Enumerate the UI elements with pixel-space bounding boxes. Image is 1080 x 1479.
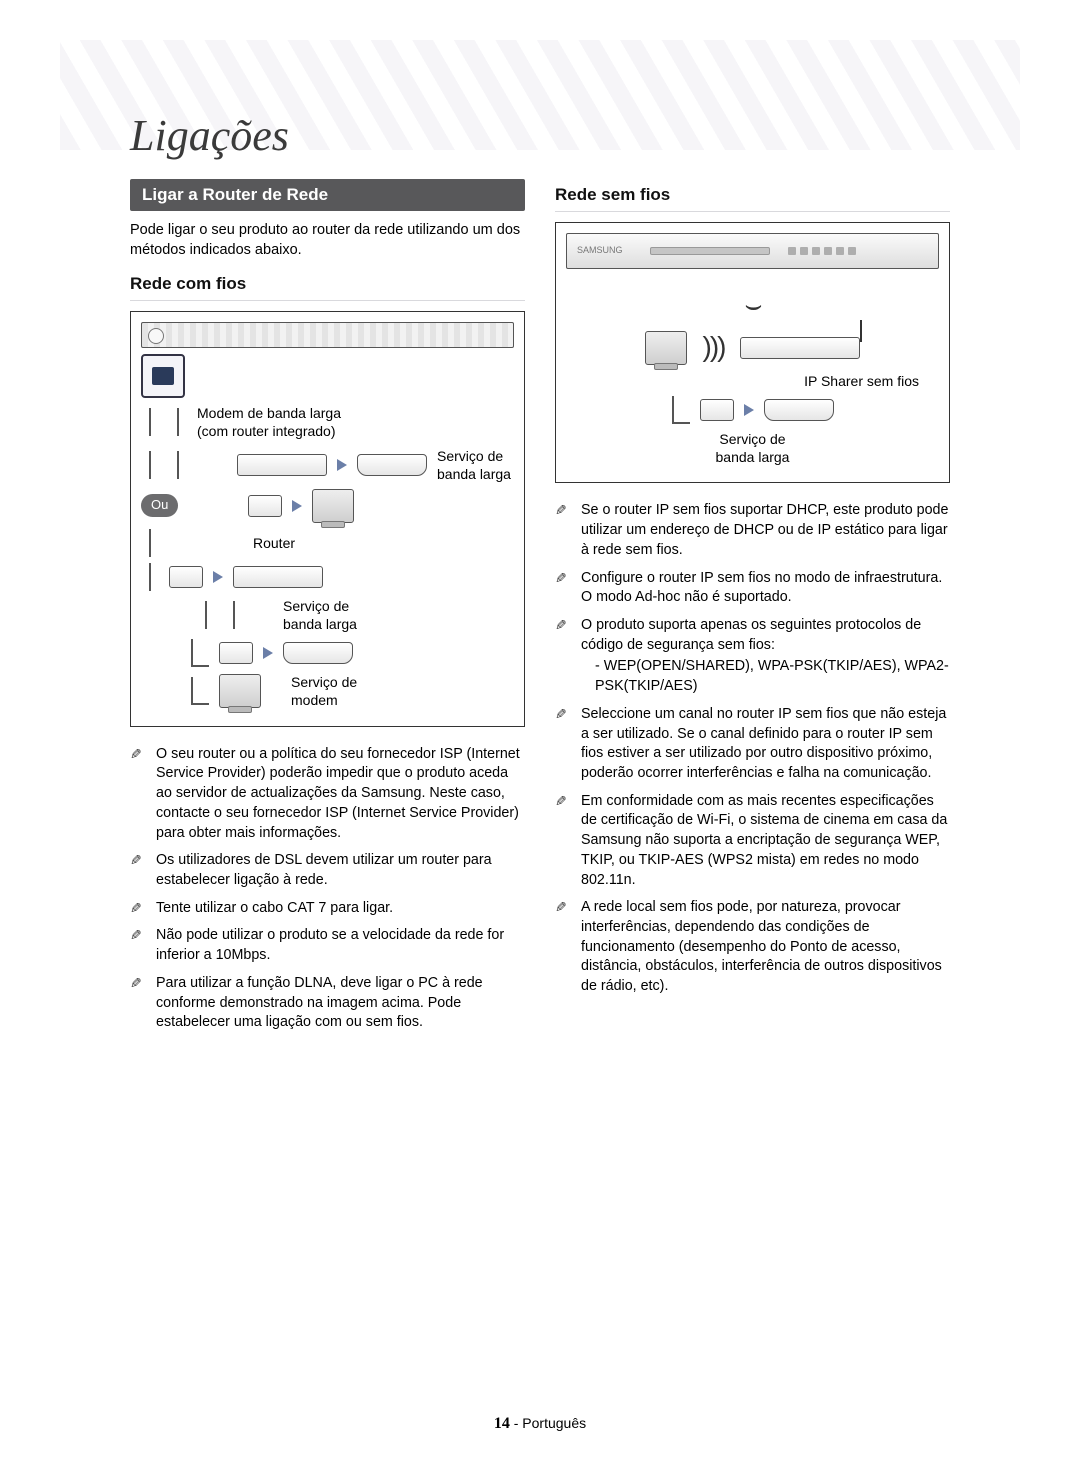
wan-modem-icon (357, 454, 427, 476)
rule (130, 300, 525, 301)
wireless-ap-icon (740, 337, 860, 359)
note-text: O produto suporta apenas os seguintes pr… (581, 617, 921, 653)
note-item: Se o router IP sem fios suportar DHCP, e… (555, 501, 950, 560)
ip-sharer-label: IP Sharer sem fios (804, 372, 919, 390)
computer-icon (312, 489, 354, 523)
cable-line (149, 563, 151, 591)
wired-subhead: Rede com fios (130, 274, 525, 294)
intro-text: Pode ligar o seu produto ao router da re… (130, 221, 525, 260)
note-item: Configure o router IP sem fios no modo d… (555, 569, 950, 608)
service-label: Serviço de banda larga (437, 447, 511, 483)
connector-icon (169, 566, 203, 588)
chapter-title: Ligações (70, 110, 1010, 161)
wireless-subhead: Rede sem fios (555, 185, 950, 205)
router-label: Router (253, 534, 295, 552)
computer-icon (219, 674, 261, 708)
note-item: Em conformidade com as mais recentes esp… (555, 792, 950, 891)
page-number: 14 (494, 1415, 510, 1432)
note-item: Os utilizadores de DSL devem utilizar um… (130, 851, 525, 890)
cable-line (205, 601, 207, 629)
signal-icon: ))) (703, 329, 725, 365)
note-item: Não pode utilizar o produto se a velocid… (130, 926, 525, 965)
cable-line (149, 529, 151, 557)
note-item: Tente utilizar o cabo CAT 7 para ligar. (130, 899, 525, 919)
modem-router-icon (237, 454, 327, 476)
modem-service-label: Serviço de modem (291, 673, 357, 709)
router-icon (233, 566, 323, 588)
arrow-icon (263, 647, 273, 659)
service-label: Serviço de banda larga (716, 430, 790, 466)
arrow-icon (337, 459, 347, 471)
page-footer: 14 - Português (0, 1415, 1080, 1433)
rule (555, 211, 950, 212)
cable-line (177, 451, 179, 479)
two-column-layout: Ligar a Router de Rede Pode ligar o seu … (70, 179, 1010, 1041)
or-pill: Ou (141, 494, 178, 517)
device-back-panel-icon (141, 322, 514, 348)
wifi-waves-icon: ⌣ (744, 287, 760, 323)
section-heading: Ligar a Router de Rede (130, 179, 525, 211)
lan-port-icon (141, 354, 185, 398)
wan-modem-icon (283, 642, 353, 664)
wan-modem-icon (764, 399, 834, 421)
cable-line (191, 639, 209, 667)
note-sub-bullet: - WEP(OPEN/SHARED), WPA-PSK(TKIP/AES), W… (581, 657, 950, 696)
note-item: Para utilizar a função DLNA, deve ligar … (130, 974, 525, 1033)
wired-notes: O seu router ou a política do seu fornec… (130, 745, 525, 1033)
cable-line (149, 451, 151, 479)
footer-lang: - Português (510, 1415, 586, 1431)
manual-page: Ligações Ligar a Router de Rede Pode lig… (0, 0, 1080, 1479)
cable-line (149, 408, 151, 436)
player-front-icon: SAMSUNG (566, 233, 939, 269)
note-item: O produto suporta apenas os seguintes pr… (555, 616, 950, 697)
connector-icon (700, 399, 734, 421)
wireless-diagram: SAMSUNG ⌣ ))) IP Sharer sem fios (555, 222, 950, 483)
wired-diagram: Modem de banda larga (com router integra… (130, 311, 525, 727)
cable-line (672, 396, 690, 424)
computer-icon (645, 331, 687, 365)
cable-line (233, 601, 235, 629)
cable-line (191, 677, 209, 705)
wireless-notes: Se o router IP sem fios suportar DHCP, e… (555, 501, 950, 997)
connector-icon (219, 642, 253, 664)
modem-label: Modem de banda larga (com router integra… (197, 404, 341, 440)
arrow-icon (213, 571, 223, 583)
left-column: Ligar a Router de Rede Pode ligar o seu … (130, 179, 525, 1041)
note-item: Seleccione um canal no router IP sem fio… (555, 705, 950, 784)
service-label: Serviço de banda larga (283, 597, 357, 633)
note-item: A rede local sem fios pode, por natureza… (555, 898, 950, 997)
cable-line (177, 408, 179, 436)
arrow-icon (744, 404, 754, 416)
note-item: O seu router ou a política do seu fornec… (130, 745, 525, 844)
right-column: Rede sem fios SAMSUNG ⌣ ))) IP Shar (555, 179, 950, 1041)
arrow-icon (292, 500, 302, 512)
connector-icon (248, 495, 282, 517)
